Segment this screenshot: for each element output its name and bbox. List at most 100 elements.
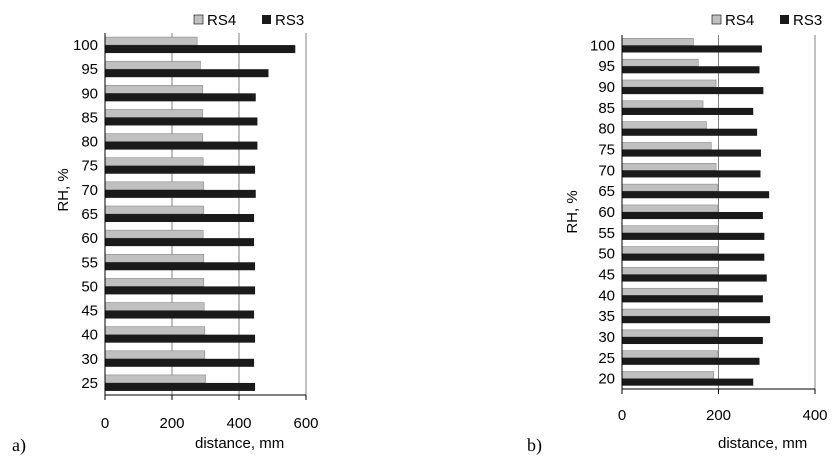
bar-rs4-75-a — [104, 157, 204, 166]
x-tick-labels-b: 0 200 400 — [618, 407, 828, 424]
x-tick-label-b-0: 0 — [618, 407, 626, 424]
bars-a — [104, 36, 296, 391]
bar-rs3-70-b — [622, 170, 761, 178]
bar-rs3-100-b — [622, 45, 762, 53]
bar-rs3-50-b — [622, 253, 765, 261]
y-tick-label-30-a: 30 — [81, 351, 98, 368]
x-tick-label-a-200: 200 — [159, 415, 184, 432]
bar-rs4-55-b — [621, 225, 718, 234]
y-tick-label-70-a: 70 — [81, 182, 98, 199]
bar-rs3-45-b — [622, 274, 767, 282]
bar-rs3-100-a — [105, 45, 296, 54]
x-axis-title-a: distance, mm — [195, 435, 284, 452]
axes-a — [104, 33, 307, 400]
bar-rs4-65-a — [104, 205, 205, 215]
bar-rs4-75-b — [621, 142, 712, 150]
y-tick-label-45-a: 45 — [81, 303, 98, 320]
bar-rs3-30-a — [105, 358, 255, 367]
bars-b — [621, 38, 771, 386]
bar-rs4-90-a — [104, 85, 204, 94]
bar-rs3-80-b — [622, 128, 758, 136]
bar-rs3-25-b — [622, 357, 760, 365]
legend-swatch-rs3-a — [262, 15, 271, 24]
y-tick-label-60-b: 60 — [598, 204, 615, 221]
bar-rs4-50-a — [104, 278, 205, 287]
bar-rs4-95-a — [104, 60, 201, 70]
y-tick-label-70-b: 70 — [598, 162, 615, 179]
y-tick-label-65-b: 65 — [598, 183, 615, 200]
panel-label-b: b) — [527, 435, 542, 456]
bar-rs3-75-b — [622, 149, 761, 157]
bar-rs4-20-b — [621, 371, 714, 379]
axes-b — [621, 35, 816, 394]
bar-rs4-40-b — [621, 287, 718, 296]
panel-label-a: a) — [12, 435, 26, 456]
bar-rs3-75-a — [105, 165, 256, 174]
bar-rs3-25-a — [105, 382, 256, 391]
bar-rs4-70-a — [104, 181, 205, 191]
bar-rs3-55-a — [105, 262, 256, 271]
y-tick-label-25-b: 25 — [598, 350, 615, 367]
bar-rs3-90-a — [105, 93, 256, 102]
legend-a: RS4 RS3 — [193, 12, 304, 29]
y-tick-label-50-b: 50 — [598, 246, 615, 263]
y-tick-label-55-b: 55 — [598, 225, 615, 242]
bar-rs4-30-a — [104, 350, 206, 360]
bar-rs4-100-b — [621, 38, 694, 46]
bar-rs3-45-a — [105, 310, 255, 319]
y-tick-label-45-b: 45 — [598, 266, 615, 283]
bar-rs4-95-b — [621, 58, 699, 67]
legend-label-rs3-a: RS3 — [275, 12, 304, 29]
y-tick-label-90-a: 90 — [81, 85, 98, 102]
y-tick-label-95-b: 95 — [598, 58, 615, 75]
x-tick-label-b-400: 400 — [802, 407, 827, 424]
bar-rs3-85-b — [622, 107, 754, 115]
y-tick-label-75-b: 75 — [598, 142, 615, 159]
x-tick-label-b-200: 200 — [706, 407, 731, 424]
y-tick-label-35-b: 35 — [598, 308, 615, 325]
bar-rs3-40-b — [622, 295, 763, 303]
x-axis-title-b: distance, mm — [718, 435, 807, 452]
bar-rs4-55-a — [104, 254, 205, 263]
bar-rs4-30-b — [621, 329, 718, 338]
bar-rs3-65-a — [105, 214, 255, 222]
bar-rs4-35-b — [621, 308, 719, 317]
y-tick-label-40-a: 40 — [81, 327, 98, 344]
bar-rs3-80-a — [105, 141, 258, 150]
y-tick-label-55-a: 55 — [81, 254, 98, 271]
x-tick-labels-a: 0 200 400 600 — [101, 415, 319, 432]
legend-label-rs3-b: RS3 — [793, 12, 822, 29]
bar-rs3-60-b — [622, 212, 763, 220]
y-tick-label-80-a: 80 — [81, 134, 98, 151]
bar-rs4-45-a — [104, 302, 205, 311]
bar-rs4-45-b — [621, 267, 718, 275]
y-tick-label-20-b: 20 — [598, 371, 615, 388]
legend-label-rs4-a: RS4 — [207, 12, 236, 29]
y-tick-label-100-a: 100 — [73, 37, 98, 54]
x-tick-label-a-0: 0 — [101, 415, 109, 432]
x-tick-label-a-400: 400 — [226, 415, 251, 432]
bar-rs3-55-b — [622, 232, 765, 240]
bar-rs3-95-a — [105, 69, 269, 78]
y-tick-label-85-a: 85 — [81, 109, 98, 126]
y-axis-title-b: RH, % — [564, 190, 581, 233]
legend-b: RS4 RS3 — [711, 12, 822, 29]
y-tick-label-65-a: 65 — [81, 206, 98, 223]
y-tick-label-90-b: 90 — [598, 79, 615, 96]
legend-swatch-rs3-b — [780, 15, 789, 24]
bar-rs4-65-b — [621, 183, 718, 192]
y-tick-label-25-a: 25 — [81, 375, 98, 392]
bar-rs4-90-b — [621, 79, 717, 88]
bar-rs4-60-b — [621, 204, 718, 213]
bar-rs3-95-b — [622, 66, 760, 74]
y-tick-label-30-b: 30 — [598, 329, 615, 346]
y-tick-label-60-a: 60 — [81, 230, 98, 247]
bar-rs3-40-a — [105, 334, 256, 343]
y-tick-labels-b: 20 25 30 35 40 45 50 55 60 65 70 75 80 85 90 95 100 — [590, 37, 615, 387]
bar-rs4-25-a — [104, 374, 206, 384]
bar-rs4-60-a — [104, 229, 204, 239]
legend-swatch-rs4-b — [711, 14, 722, 25]
y-tick-label-40-b: 40 — [598, 287, 615, 304]
bar-rs3-90-b — [622, 87, 764, 95]
